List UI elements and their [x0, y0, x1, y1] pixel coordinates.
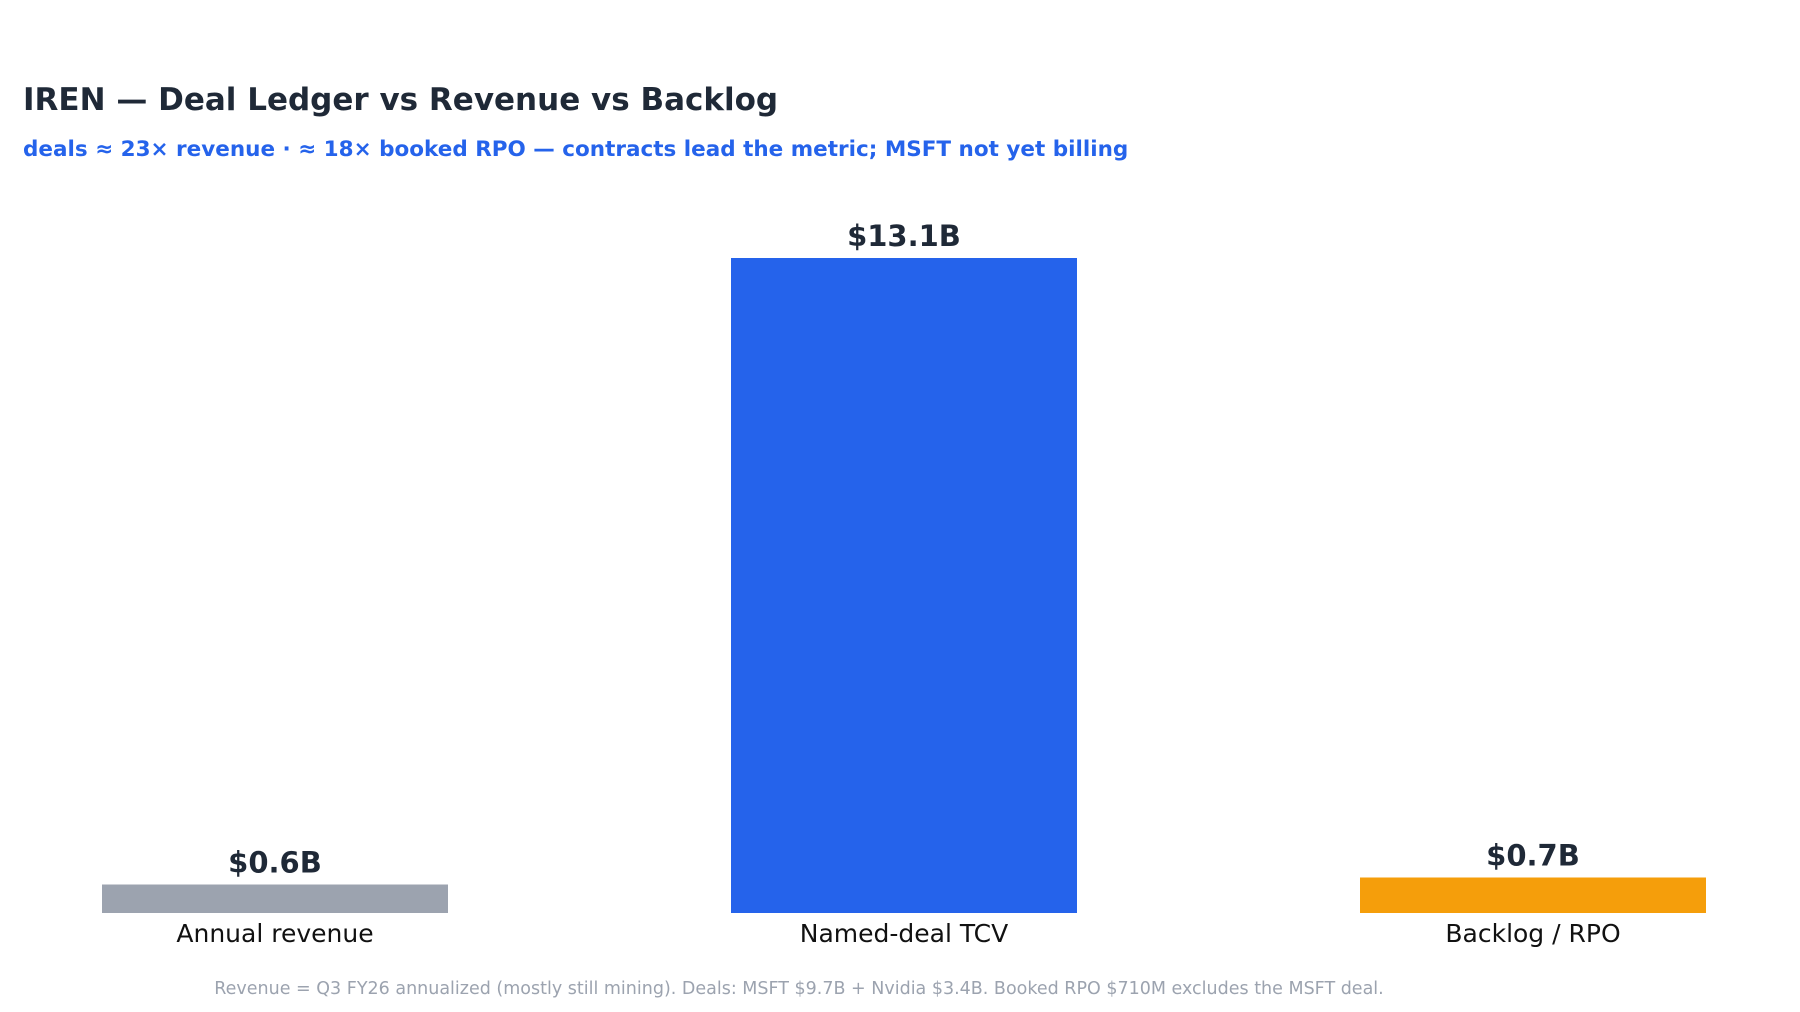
bar-backlog-rpo	[1360, 877, 1706, 913]
bar-series: $0.6B Annual revenue $13.1B Named-deal TCV $…	[102, 219, 1706, 948]
chart-footnote: Revenue = Q3 FY26 annualized (mostly sti…	[214, 979, 1383, 999]
chart-title: IREN — Deal Ledger vs Revenue vs Backlog	[23, 82, 778, 118]
bar-annual-revenue	[102, 884, 448, 913]
bar-value-label: $13.1B	[847, 219, 961, 253]
category-tick-label: Backlog / RPO	[1445, 919, 1620, 948]
bar-named-deal-tcv	[731, 258, 1077, 913]
bar-value-label: $0.7B	[1486, 839, 1580, 873]
category-tick-label: Annual revenue	[176, 919, 373, 948]
chart-subtitle: deals ≈ 23× revenue · ≈ 18× booked RPO —…	[23, 137, 1128, 162]
category-tick-label: Named-deal TCV	[800, 919, 1008, 948]
bar-value-label: $0.6B	[228, 846, 322, 880]
